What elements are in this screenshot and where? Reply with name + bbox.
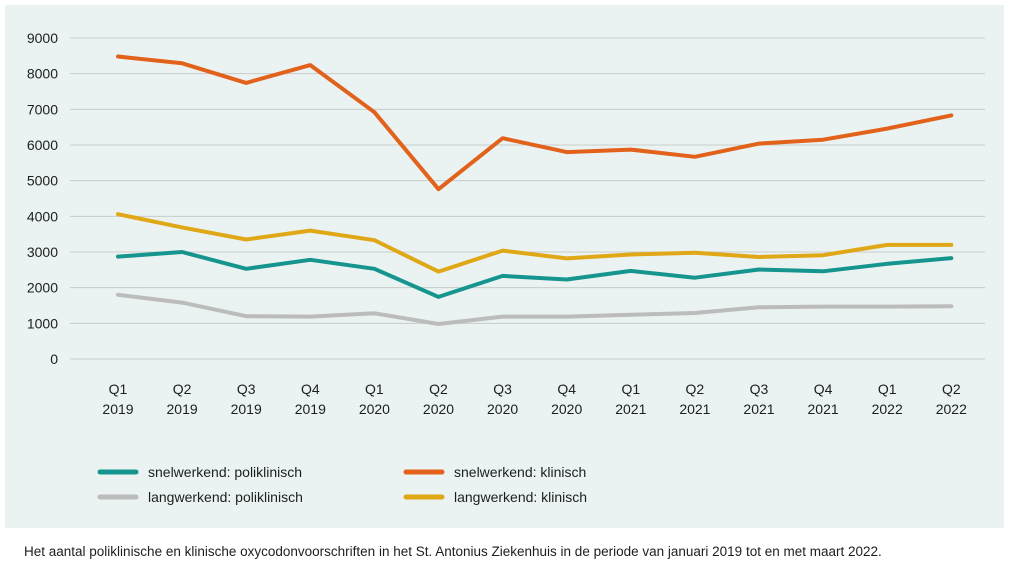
x-tick-year: 2022 [936, 401, 967, 417]
y-axis-ticks: 0 1000 2000 3000 4000 5000 6000 7000 8000 9000 [27, 30, 58, 367]
y-tick-label: 1000 [27, 315, 58, 331]
series-line-3 [116, 212, 954, 274]
series-line-0 [116, 250, 954, 299]
series-line-1 [116, 54, 954, 192]
series-lines [116, 54, 954, 326]
x-tick-year: 2021 [743, 401, 774, 417]
legend-item-3: langwerkend: klinisch [403, 489, 587, 505]
chart-panel [5, 5, 1004, 528]
x-tick-year: 2019 [102, 401, 133, 417]
y-tick-label: 0 [50, 351, 58, 367]
x-tick-quarter: Q1 [621, 381, 640, 397]
legend-label: langwerkend: klinisch [454, 489, 587, 505]
x-tick-year: 2020 [359, 401, 390, 417]
x-tick-year: 2021 [679, 401, 710, 417]
y-tick-label: 7000 [27, 101, 58, 117]
y-tick-label: 5000 [27, 173, 58, 189]
x-tick-quarter: Q2 [686, 381, 705, 397]
legend: snelwerkend: poliklinisch snelwerkend: kl… [97, 464, 587, 505]
x-tick-year: 2019 [295, 401, 326, 417]
legend-label: snelwerkend: klinisch [454, 464, 586, 480]
y-tick-label: 2000 [27, 280, 58, 296]
x-tick-year: 2019 [167, 401, 198, 417]
legend-item-0: snelwerkend: poliklinisch [97, 464, 302, 480]
x-tick-year: 2021 [615, 401, 646, 417]
x-axis-ticks: Q1 2019 Q2 2019 Q3 2019 Q4 2019 Q1 2020 Q2 2020 Q3 20… [102, 381, 967, 417]
x-tick-quarter: Q3 [750, 381, 769, 397]
y-tick-label: 6000 [27, 137, 58, 153]
legend-item-2: langwerkend: poliklinisch [97, 489, 303, 505]
x-tick-year: 2020 [551, 401, 582, 417]
x-tick-quarter: Q1 [878, 381, 897, 397]
x-tick-quarter: Q2 [942, 381, 961, 397]
x-tick-quarter: Q2 [173, 381, 192, 397]
x-tick-quarter: Q2 [429, 381, 448, 397]
legend-item-1: snelwerkend: klinisch [403, 464, 586, 480]
y-tick-label: 4000 [27, 208, 58, 224]
y-tick-label: 8000 [27, 66, 58, 82]
y-tick-label: 3000 [27, 244, 58, 260]
y-tick-label: 9000 [27, 30, 58, 46]
x-tick-quarter: Q4 [557, 381, 576, 397]
x-tick-quarter: Q1 [109, 381, 128, 397]
x-tick-year: 2020 [487, 401, 518, 417]
x-tick-year: 2019 [231, 401, 262, 417]
x-tick-year: 2021 [808, 401, 839, 417]
figure-caption: Het aantal poliklinische en klinische ox… [24, 544, 882, 559]
gridlines [70, 37, 985, 360]
series-line-2 [116, 292, 954, 326]
legend-label: langwerkend: poliklinisch [148, 489, 303, 505]
x-tick-quarter: Q1 [365, 381, 384, 397]
x-tick-quarter: Q4 [301, 381, 320, 397]
x-tick-year: 2020 [423, 401, 454, 417]
x-tick-year: 2022 [872, 401, 903, 417]
x-tick-quarter: Q3 [237, 381, 256, 397]
legend-label: snelwerkend: poliklinisch [148, 464, 302, 480]
x-tick-quarter: Q3 [493, 381, 512, 397]
x-tick-quarter: Q4 [814, 381, 833, 397]
